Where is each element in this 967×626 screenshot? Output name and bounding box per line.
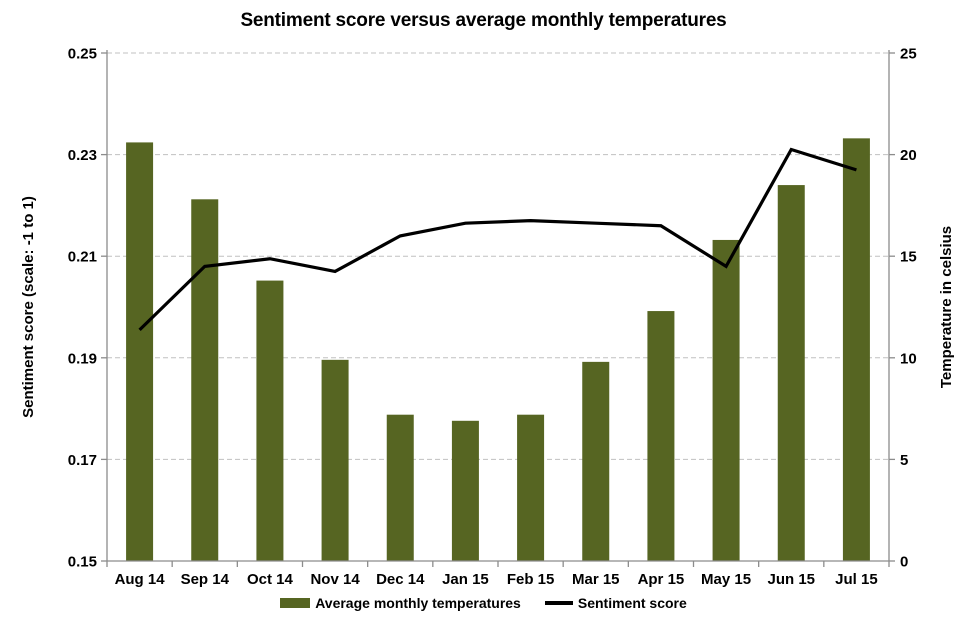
legend-item-sentiment: Sentiment score: [544, 595, 687, 611]
legend-label-sentiment: Sentiment score: [577, 595, 687, 611]
right-axis-title: Temperature in celsius: [938, 225, 955, 389]
x-axis-label-jun-15: Jun 15: [767, 571, 815, 588]
x-axis-label-feb-15: Feb 15: [507, 571, 555, 588]
bar-may-15: [712, 239, 740, 561]
legend-bar-swatch: [280, 598, 311, 608]
left-axis-tick-label: 0.25: [68, 46, 97, 63]
bar-jul-15: [842, 138, 870, 561]
x-axis-label-may-15: May 15: [701, 571, 751, 588]
bar-aug-14: [126, 142, 154, 561]
right-axis-tick-label: 25: [900, 46, 917, 63]
legend: Average monthly temperatures Sentiment s…: [0, 595, 967, 611]
left-axis-tick-label: 0.21: [68, 249, 97, 266]
x-axis-label-mar-15: Mar 15: [572, 571, 620, 588]
bar-feb-15: [517, 414, 545, 561]
bar-sep-14: [191, 199, 219, 561]
right-axis-tick-label: 5: [900, 452, 908, 469]
bar-apr-15: [647, 311, 675, 561]
right-axis-tick-label: 10: [900, 350, 917, 367]
bar-dec-14: [386, 414, 414, 561]
bar-jun-15: [777, 185, 805, 561]
left-axis-tick-label: 0.19: [68, 350, 97, 367]
legend-label-temperatures: Average monthly temperatures: [315, 595, 521, 611]
x-axis-label-aug-14: Aug 14: [115, 571, 166, 588]
x-axis-label-jan-15: Jan 15: [442, 571, 489, 588]
legend-item-temperatures: Average monthly temperatures: [280, 595, 521, 611]
bar-nov-14: [321, 359, 349, 561]
x-axis-label-apr-15: Apr 15: [638, 571, 685, 588]
right-axis-tick-label: 0: [900, 554, 908, 571]
bar-mar-15: [582, 361, 610, 561]
x-axis-label-sep-14: Sep 14: [181, 571, 230, 588]
x-axis-label-oct-14: Oct 14: [247, 571, 294, 588]
x-axis-label-dec-14: Dec 14: [376, 571, 425, 588]
bar-jan-15: [451, 420, 479, 561]
right-axis-tick-label: 20: [900, 147, 917, 164]
chart-title: Sentiment score versus average monthly t…: [240, 10, 727, 31]
x-axis-label-jul-15: Jul 15: [835, 571, 878, 588]
left-axis-tick-label: 0.17: [68, 452, 97, 469]
sentiment-line: [138, 147, 857, 332]
left-axis-tick-label: 0.15: [68, 554, 97, 571]
left-axis-title: Sentiment score (scale: -1 to 1): [20, 196, 37, 418]
bar-oct-14: [256, 280, 284, 561]
x-axis-label-nov-14: Nov 14: [310, 571, 360, 588]
left-axis-tick-label: 0.23: [68, 147, 97, 164]
right-axis-tick-label: 15: [900, 249, 917, 266]
legend-line-swatch: [544, 601, 573, 605]
